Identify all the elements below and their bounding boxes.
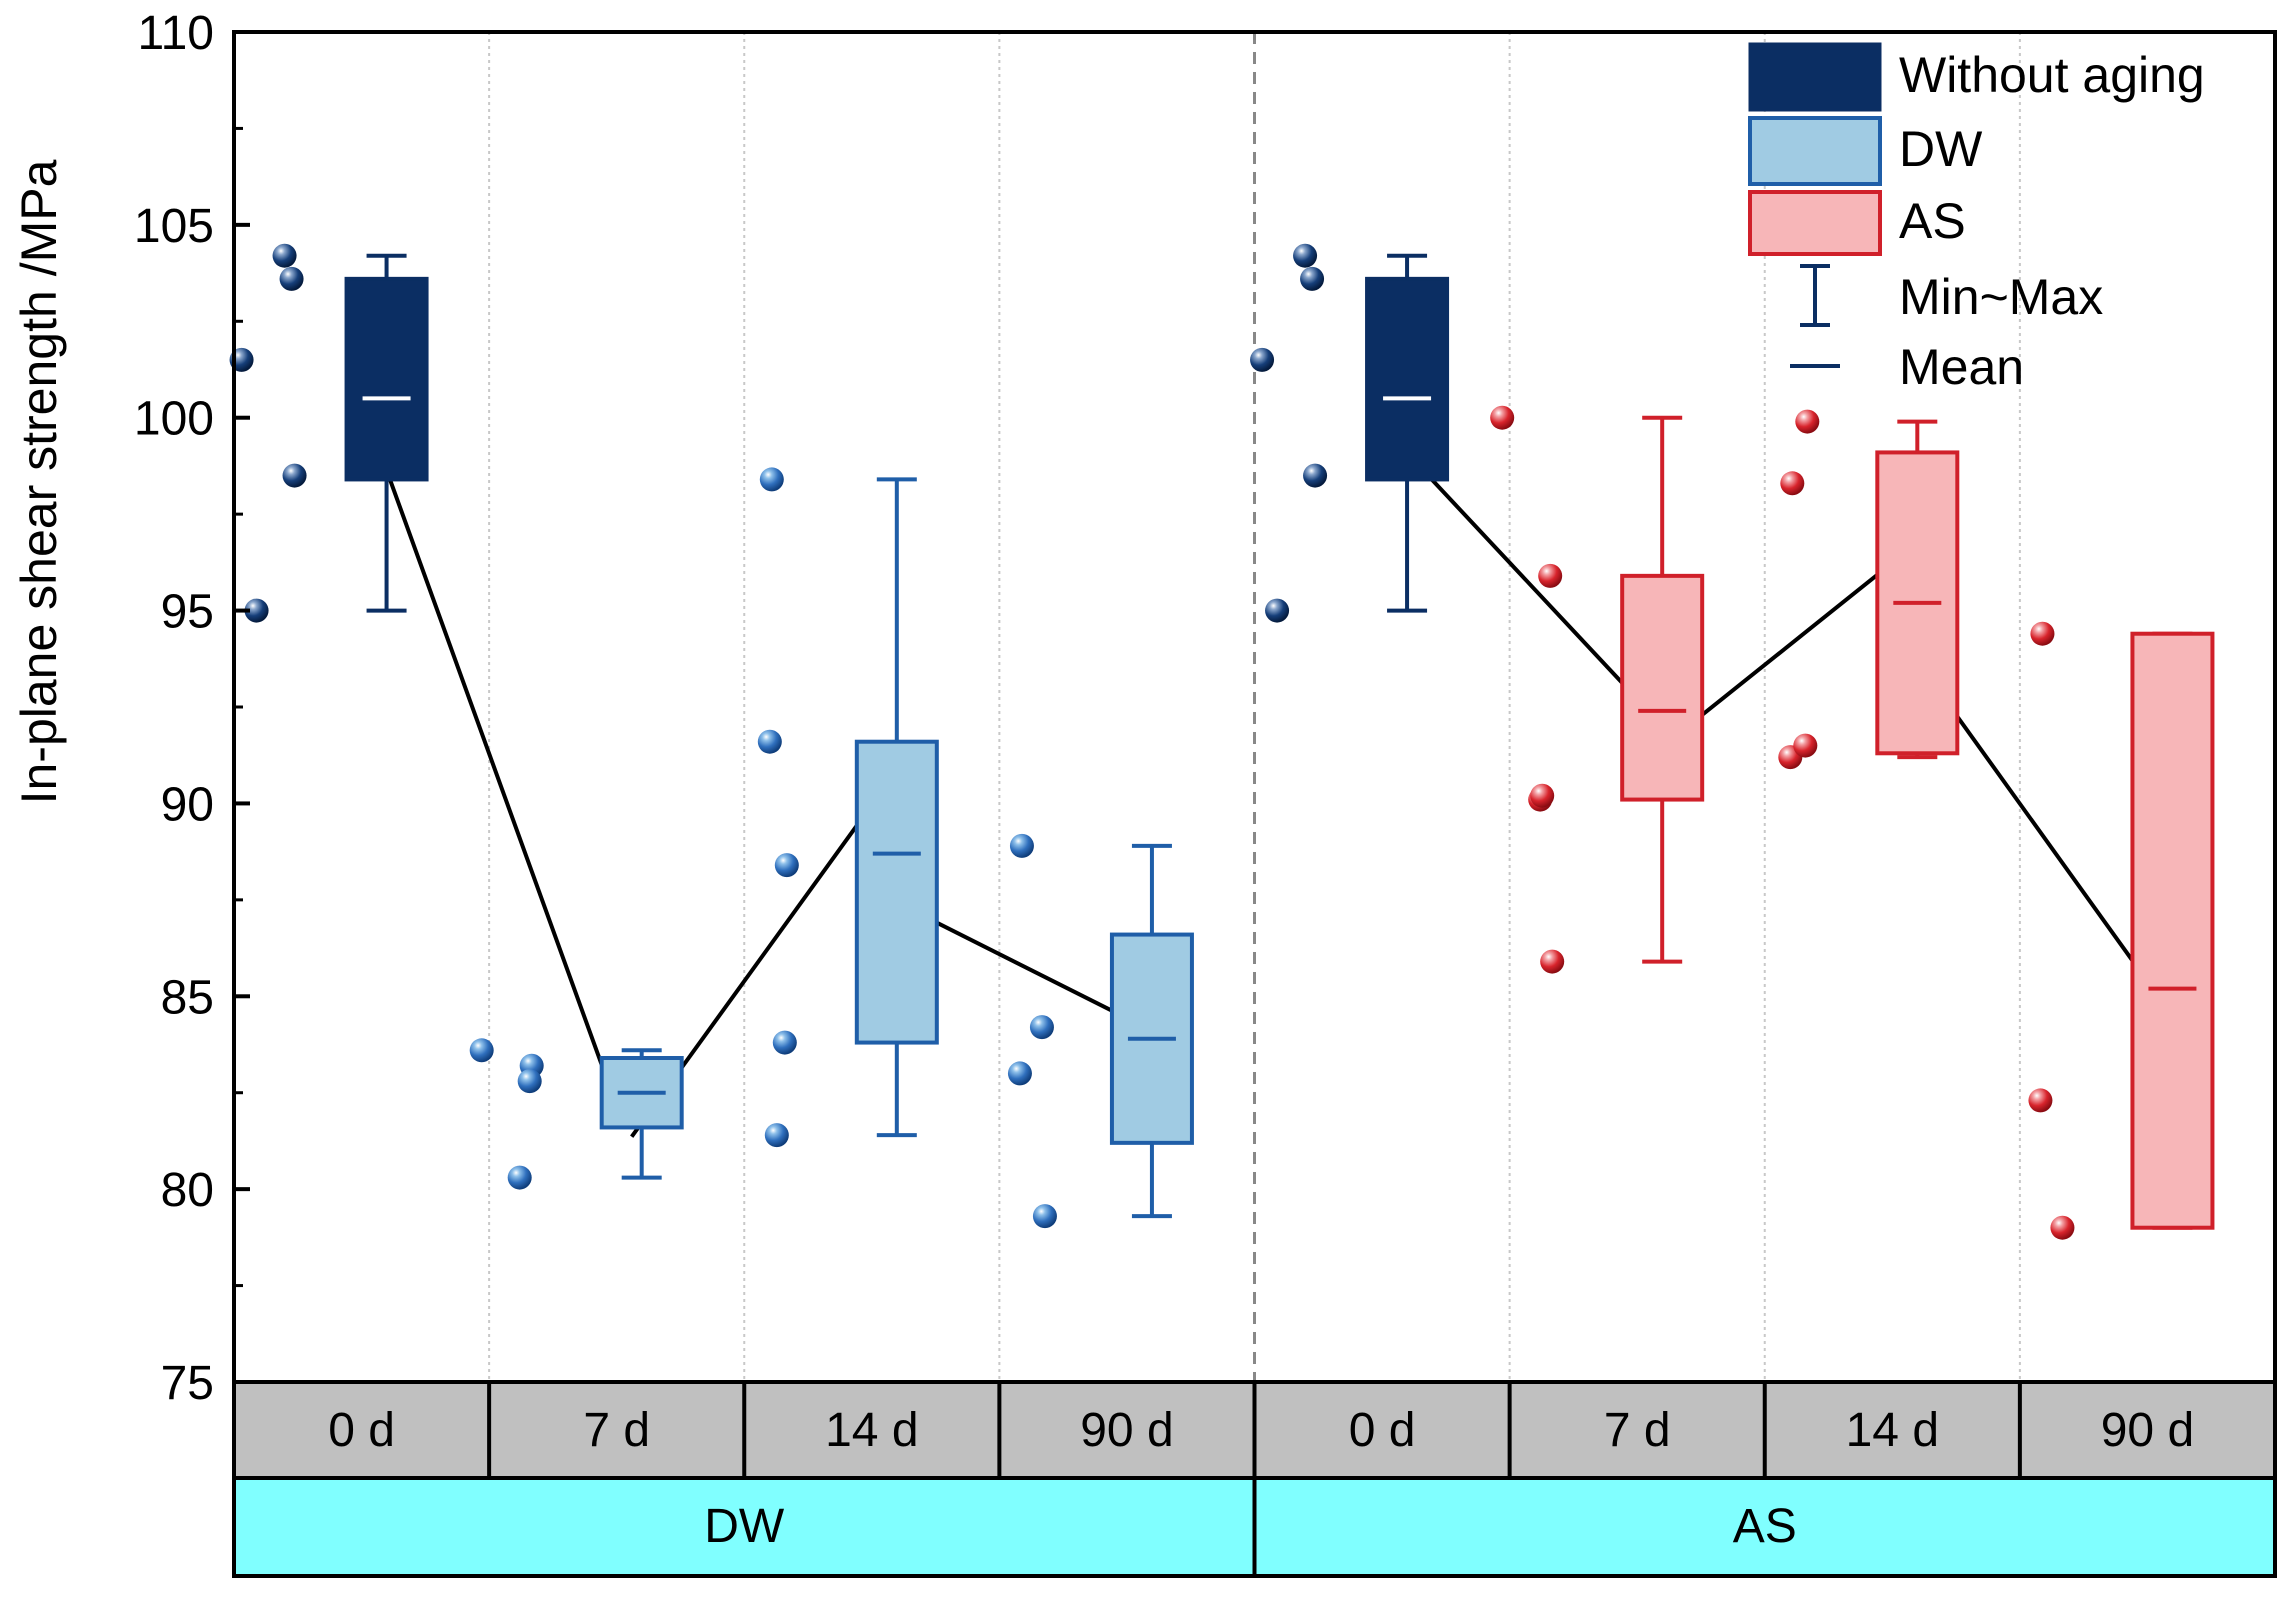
box-as-90d xyxy=(2028,621,2215,1240)
legend-label-as: AS xyxy=(1899,193,1966,249)
y-axis-label: In-plane shear strength /MPa xyxy=(11,159,67,804)
data-point xyxy=(1780,471,1805,496)
data-point xyxy=(1795,409,1820,434)
box-iqr xyxy=(2130,631,2215,1230)
condition-label: 90 d xyxy=(2101,1404,2194,1457)
condition-label: 7 d xyxy=(1604,1404,1671,1457)
data-point xyxy=(282,463,307,488)
condition-label: 0 d xyxy=(328,1404,395,1457)
data-point xyxy=(517,1069,542,1094)
box-iqr xyxy=(344,276,429,482)
group-label: DW xyxy=(704,1500,785,1553)
condition-label: 14 d xyxy=(1846,1404,1939,1457)
data-point xyxy=(1032,1204,1057,1229)
data-point xyxy=(279,266,304,291)
data-point xyxy=(757,729,782,754)
data-point xyxy=(774,853,799,878)
data-point xyxy=(507,1165,532,1190)
grid-lines xyxy=(488,32,2021,1382)
y-tick-label: 75 xyxy=(161,1357,214,1410)
data-point xyxy=(1303,463,1328,488)
data-point xyxy=(759,467,784,492)
data-point xyxy=(1293,243,1318,268)
box-iqr xyxy=(1109,932,1194,1145)
legend-swatch-dw xyxy=(1748,116,1882,186)
legend: Without aging DW AS Min~Max Mean xyxy=(1748,42,2205,395)
box-iqr xyxy=(1365,276,1450,482)
data-point xyxy=(1540,949,1565,974)
box-as-0d xyxy=(1250,243,1450,623)
data-point xyxy=(1300,266,1325,291)
data-point xyxy=(1538,563,1563,588)
plot-area xyxy=(229,243,2215,1240)
data-point xyxy=(1009,833,1034,858)
group-label: AS xyxy=(1733,1500,1797,1553)
condition-label: 14 d xyxy=(825,1404,918,1457)
box-as-14d xyxy=(1778,409,1960,770)
condition-label: 90 d xyxy=(1080,1404,1173,1457)
box-as-7d xyxy=(1490,405,1705,974)
data-point xyxy=(772,1030,797,1055)
legend-label-without-aging: Without aging xyxy=(1899,47,2205,103)
data-point xyxy=(1530,783,1555,808)
box-dw-14d xyxy=(757,467,939,1148)
data-point xyxy=(469,1038,494,1063)
data-point xyxy=(1250,347,1275,372)
box-dw-7d xyxy=(469,1038,684,1190)
y-tick-label: 90 xyxy=(161,778,214,831)
box-iqr xyxy=(1620,573,1705,802)
category-bands: 0 d 7 d 14 d 90 d 0 d 7 d 14 d 90 d DW AS xyxy=(232,1380,2277,1578)
data-point xyxy=(244,598,269,623)
data-point xyxy=(1029,1015,1054,1040)
condition-label: 7 d xyxy=(583,1404,650,1457)
data-point xyxy=(272,243,297,268)
mean-connector-line xyxy=(1395,441,1624,685)
data-point xyxy=(2050,1215,2075,1240)
data-point xyxy=(2030,621,2055,646)
axes-frame: 75 80 85 90 95 100 105 110 xyxy=(134,7,2277,1410)
box-iqr xyxy=(854,739,939,1045)
y-tick-label: 110 xyxy=(137,7,214,60)
legend-swatch-without-aging xyxy=(1748,42,1882,112)
y-tick-label: 85 xyxy=(161,971,214,1024)
data-point xyxy=(764,1123,789,1148)
y-tick-label: 100 xyxy=(134,393,214,446)
y-tick-label: 105 xyxy=(134,200,214,253)
box-dw-0d xyxy=(229,243,429,623)
data-point xyxy=(2028,1088,2053,1113)
y-tick-label: 80 xyxy=(161,1164,214,1217)
condition-label: 0 d xyxy=(1349,1404,1416,1457)
box-dw-90d xyxy=(1007,833,1194,1229)
legend-swatch-as xyxy=(1748,190,1882,256)
data-point xyxy=(1265,598,1290,623)
mean-connector-line xyxy=(374,441,604,1066)
legend-label-dw: DW xyxy=(1899,121,1983,177)
legend-minmax-icon xyxy=(1800,264,1830,327)
data-point xyxy=(1007,1061,1032,1086)
legend-label-minmax: Min~Max xyxy=(1899,269,2103,325)
legend-label-mean: Mean xyxy=(1899,339,2024,395)
y-tick-label: 95 xyxy=(161,586,214,639)
data-point xyxy=(1793,733,1818,758)
data-point xyxy=(1490,405,1515,430)
